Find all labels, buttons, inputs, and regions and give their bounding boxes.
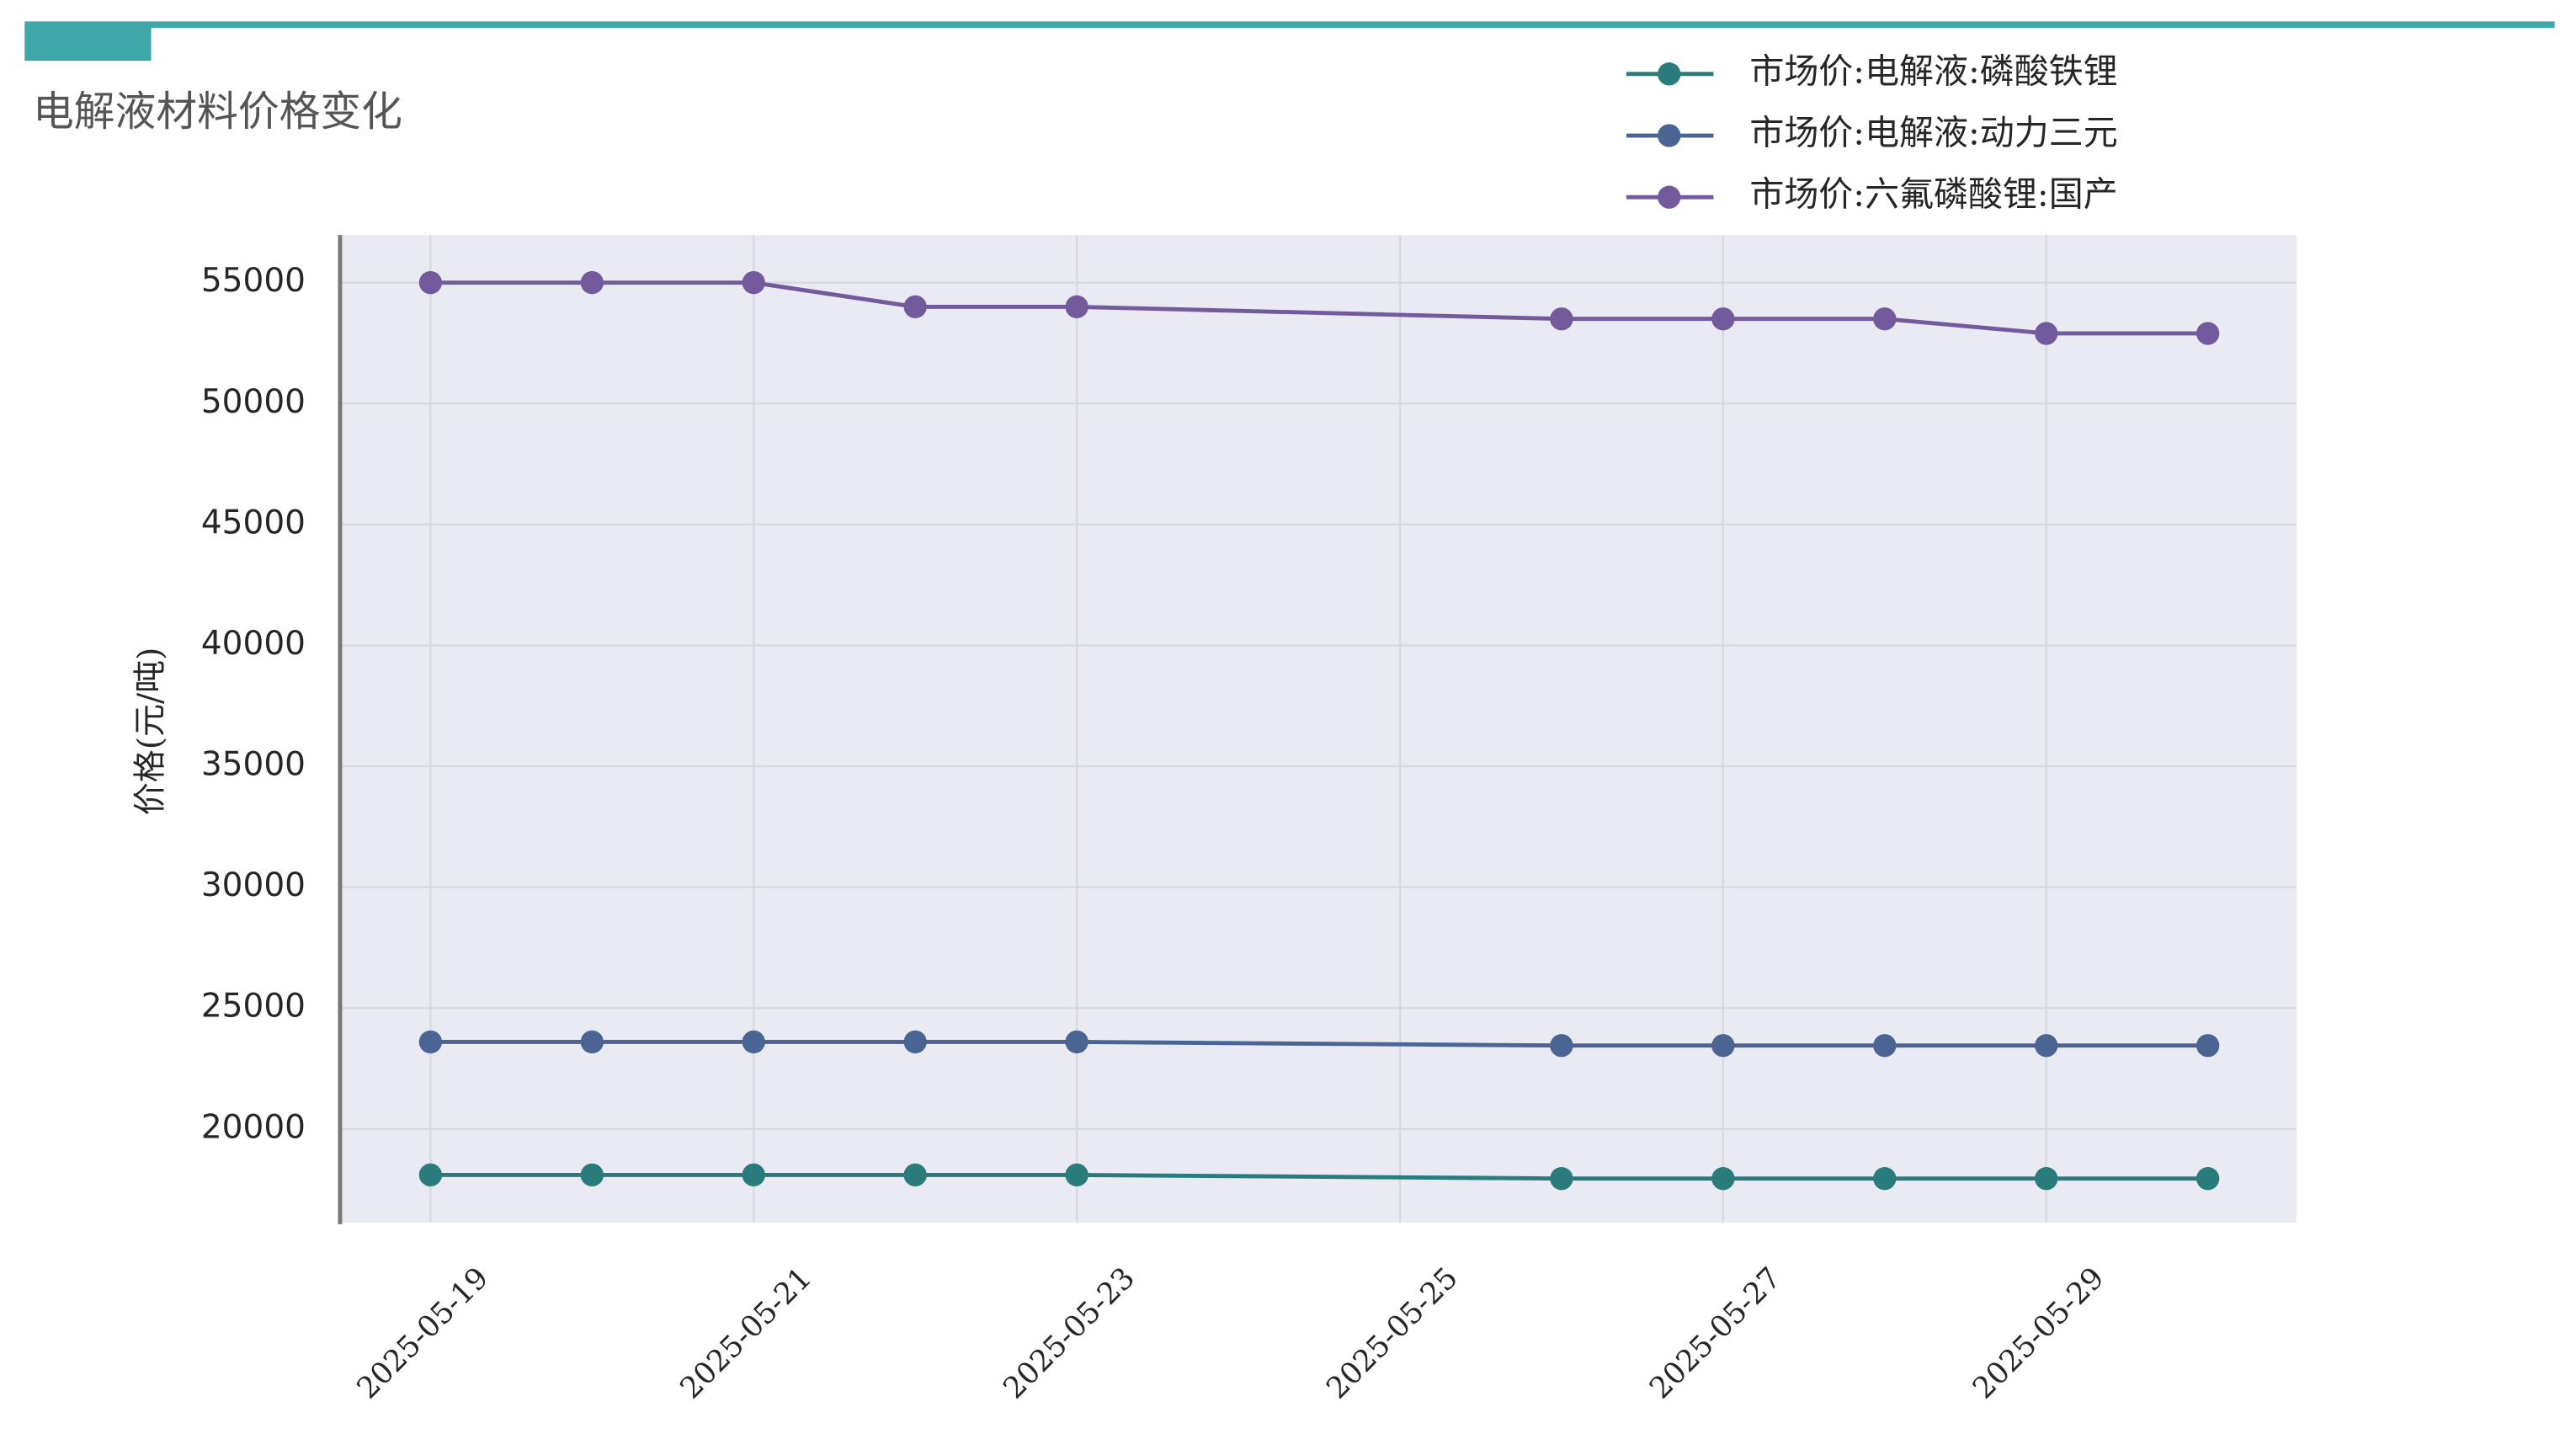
x-tick-label: 2025-05-23 bbox=[997, 1260, 1142, 1405]
y-tick-label: 35000 bbox=[201, 746, 306, 784]
data-point bbox=[1550, 1034, 1573, 1058]
data-point bbox=[1873, 307, 1897, 331]
data-point bbox=[418, 1030, 443, 1054]
legend-label: 市场价:电解液:动力三元 bbox=[1749, 113, 2117, 153]
data-point bbox=[2035, 322, 2058, 345]
data-point bbox=[1873, 1167, 1897, 1191]
x-tick-label: 2025-05-21 bbox=[673, 1260, 818, 1405]
data-point bbox=[1711, 307, 1735, 331]
data-point bbox=[1873, 1034, 1897, 1058]
x-tick-label: 2025-05-29 bbox=[1966, 1260, 2110, 1405]
legend-label: 市场价:六氟磷酸锂:国产 bbox=[1749, 174, 2117, 215]
legend-marker bbox=[1658, 62, 1681, 86]
legend-label: 市场价:电解液:磷酸铁锂 bbox=[1749, 51, 2117, 91]
data-point bbox=[1711, 1167, 1735, 1191]
data-point bbox=[742, 271, 765, 295]
y-tick-label: 40000 bbox=[201, 625, 306, 663]
data-point bbox=[418, 271, 443, 295]
legend-marker bbox=[1658, 124, 1681, 147]
legend-marker bbox=[1658, 185, 1681, 209]
plot-area bbox=[339, 235, 2297, 1223]
y-tick-label: 50000 bbox=[201, 383, 306, 421]
y-axis-label: 价格(元/吨) bbox=[131, 648, 169, 816]
y-tick-label: 25000 bbox=[201, 988, 306, 1026]
series-line bbox=[430, 1172, 2208, 1181]
y-tick-label: 30000 bbox=[201, 866, 306, 904]
data-point bbox=[742, 1163, 765, 1187]
x-tick-label: 2025-05-19 bbox=[350, 1260, 495, 1405]
data-point bbox=[2196, 1034, 2220, 1058]
y-tick-label: 45000 bbox=[201, 504, 306, 541]
y-tick-label: 20000 bbox=[201, 1108, 306, 1146]
series-line bbox=[430, 280, 2208, 336]
data-point bbox=[2035, 1034, 2058, 1058]
data-point bbox=[2196, 322, 2220, 345]
data-point bbox=[580, 1163, 604, 1187]
data-point bbox=[1711, 1034, 1735, 1058]
data-point bbox=[903, 295, 927, 319]
data-point bbox=[418, 1163, 443, 1187]
data-point bbox=[1550, 1167, 1573, 1191]
header-rule bbox=[24, 21, 2555, 29]
data-point bbox=[580, 271, 604, 295]
data-point bbox=[2196, 1167, 2220, 1191]
y-tick-label: 55000 bbox=[201, 262, 306, 300]
data-point bbox=[1065, 1030, 1088, 1054]
data-point bbox=[903, 1163, 927, 1187]
page-title: 电解液材料价格变化 bbox=[33, 88, 402, 136]
data-point bbox=[2035, 1167, 2058, 1191]
x-tick-label: 2025-05-25 bbox=[1320, 1260, 1465, 1405]
data-point bbox=[580, 1030, 604, 1054]
x-tick-label: 2025-05-27 bbox=[1643, 1260, 1788, 1405]
data-point bbox=[742, 1030, 765, 1054]
data-point bbox=[1065, 295, 1088, 319]
data-point bbox=[1550, 307, 1573, 331]
header-block bbox=[24, 24, 152, 61]
data-point bbox=[903, 1030, 927, 1054]
series-line bbox=[430, 1039, 2208, 1048]
data-point bbox=[1065, 1163, 1088, 1187]
